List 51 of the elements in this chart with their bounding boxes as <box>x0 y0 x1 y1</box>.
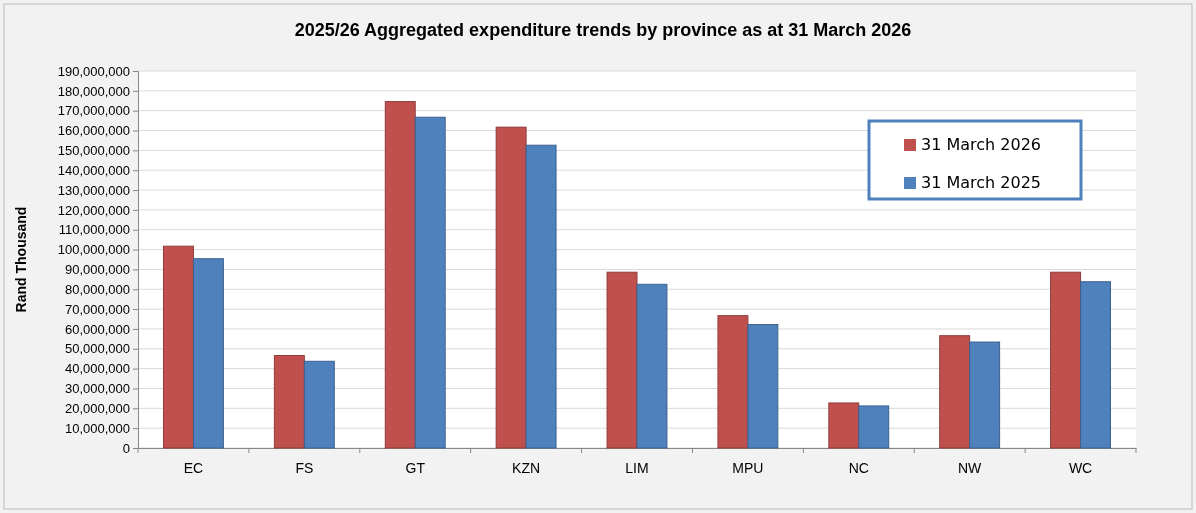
y-tick-label: 40,000,000 <box>64 361 130 377</box>
bar <box>636 283 668 449</box>
x-tick-label: WC <box>1068 460 1093 477</box>
bar <box>1080 281 1111 449</box>
bar <box>858 405 890 449</box>
bar <box>273 355 305 449</box>
legend-label: 31 March 2025 <box>921 173 1042 192</box>
x-tick-label: EC <box>183 460 204 477</box>
bar <box>414 116 446 449</box>
bar <box>939 335 971 449</box>
y-tick-label: 120,000,000 <box>57 202 130 218</box>
y-tick-label: 100,000,000 <box>57 242 130 258</box>
x-tick-label: LIM <box>625 460 649 477</box>
y-tick-label: 10,000,000 <box>64 420 130 436</box>
bar <box>495 126 527 449</box>
y-tick-label: 80,000,000 <box>64 281 130 297</box>
bar <box>1050 271 1082 449</box>
y-tick-label: 20,000,000 <box>64 400 130 416</box>
bar <box>163 245 194 449</box>
y-tick-label: 190,000,000 <box>57 63 130 79</box>
y-tick-label: 110,000,000 <box>58 222 130 238</box>
bar <box>969 341 1001 449</box>
chart-title: 2025/26 Aggregated expenditure trends by province as at 31 March 2026 <box>294 20 912 40</box>
bar <box>384 101 416 449</box>
y-tick-label: 160,000,000 <box>57 123 130 139</box>
bar <box>828 402 860 449</box>
y-tick-label: 140,000,000 <box>57 162 130 178</box>
y-tick-label: 50,000,000 <box>64 341 130 357</box>
bar <box>525 144 557 449</box>
y-axis-title: Rand Thousand <box>13 206 29 313</box>
bar <box>747 324 779 449</box>
y-tick-label: 150,000,000 <box>57 143 130 159</box>
bar <box>303 360 335 449</box>
y-tick-label: 90,000,000 <box>64 262 130 278</box>
x-tick-label: GT <box>405 460 426 477</box>
bar <box>606 271 638 449</box>
legend-label: 31 March 2026 <box>921 135 1042 154</box>
y-tick-label: 180,000,000 <box>57 83 130 99</box>
y-tick-label: 170,000,000 <box>57 103 130 119</box>
x-tick-label: NC <box>848 460 869 477</box>
y-tick-label: 30,000,000 <box>64 381 130 397</box>
x-tick-label: FS <box>295 460 314 477</box>
y-tick-label: 0 <box>122 440 130 456</box>
y-tick-label: 70,000,000 <box>64 301 130 317</box>
y-tick-label: 60,000,000 <box>64 321 130 337</box>
bar <box>717 315 749 449</box>
y-tick-label: 130,000,000 <box>57 182 130 198</box>
x-tick-label: NW <box>958 460 983 477</box>
x-tick-label: MPU <box>732 460 764 477</box>
x-tick-label: KZN <box>512 460 541 477</box>
bar <box>192 258 224 449</box>
